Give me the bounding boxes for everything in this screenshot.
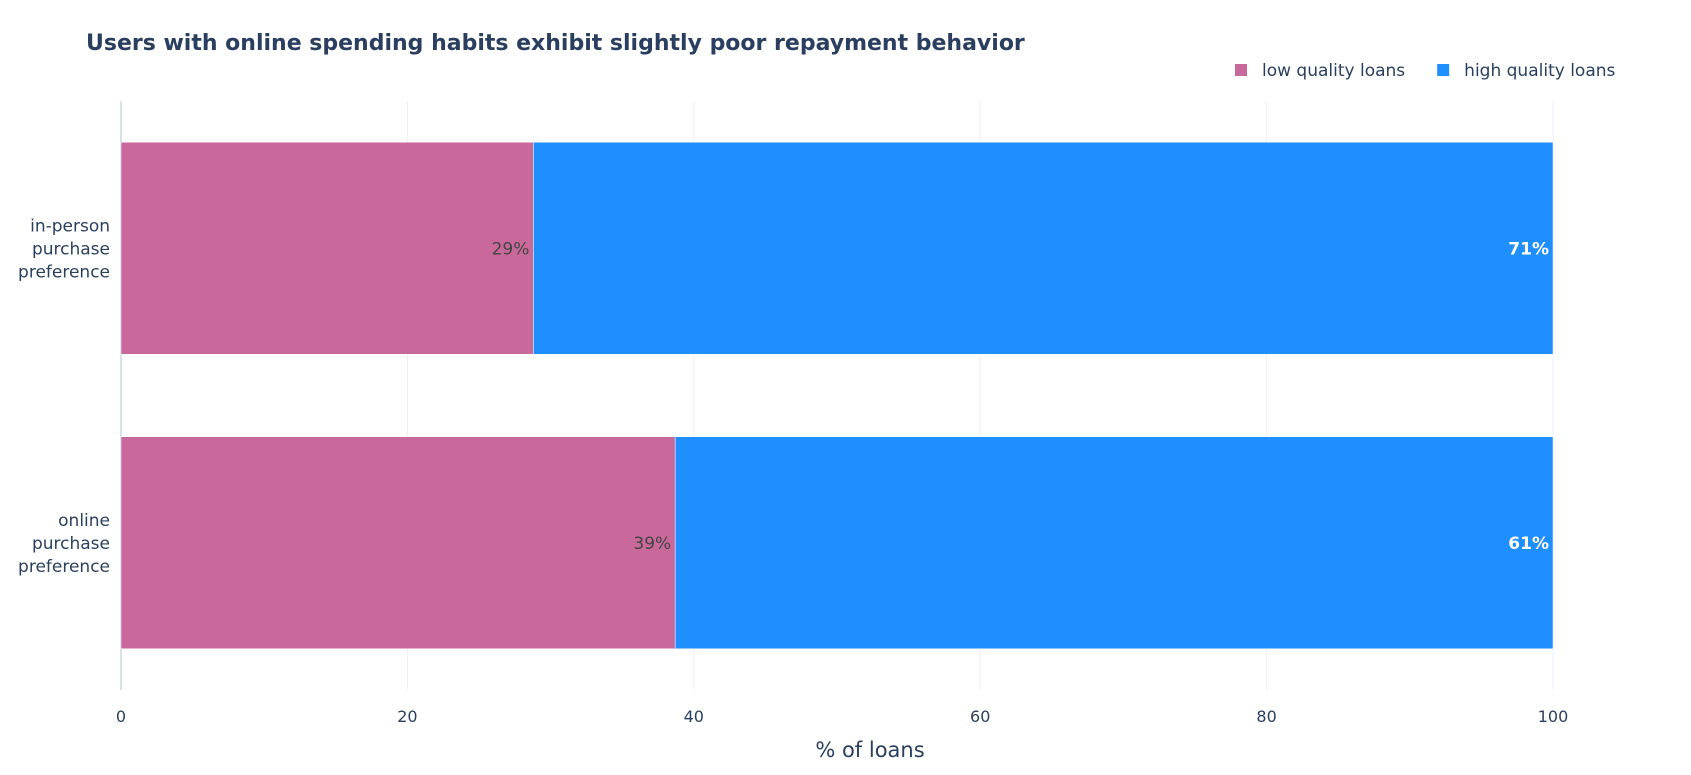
legend[interactable]: low quality loans high quality loans (1235, 61, 1616, 81)
legend-label: high quality loans (1464, 61, 1615, 81)
legend-swatch (1437, 64, 1450, 76)
x-tick-label: 60 (970, 707, 990, 726)
bars (120, 141, 1554, 650)
bar-low-quality[interactable] (120, 436, 676, 650)
x-tick-label: 80 (1256, 707, 1276, 726)
data-label: 29% (492, 239, 530, 259)
chart-title: Users with online spending habits exhibi… (86, 31, 1025, 56)
x-tick-label: 0 (116, 707, 126, 726)
y-axis-tick-labels: in-person purchase preference online purchas… (18, 216, 110, 577)
legend-label: low quality loans (1262, 61, 1405, 81)
y-tick-label: purchase (32, 534, 110, 554)
bar-high-quality[interactable] (533, 141, 1554, 355)
data-label: 61% (1508, 534, 1549, 554)
x-tick-label: 100 (1538, 707, 1569, 726)
x-axis-tick-labels: 0 20 40 60 80 100 (116, 707, 1568, 726)
y-tick-label: online (58, 511, 110, 531)
legend-swatch (1235, 64, 1247, 76)
data-label: 71% (1508, 239, 1549, 259)
bar-low-quality[interactable] (120, 141, 534, 355)
data-label: 39% (633, 534, 671, 554)
y-tick-label: preference (18, 557, 110, 577)
y-tick-label: preference (18, 262, 110, 282)
y-tick-label: in-person (30, 216, 110, 236)
bar-high-quality[interactable] (674, 436, 1554, 650)
y-tick-label: purchase (32, 239, 110, 259)
x-axis-title: % of loans (815, 738, 924, 762)
x-tick-label: 20 (397, 707, 417, 726)
x-tick-label: 40 (684, 707, 704, 726)
data-labels: 29% 71% 39% 61% (492, 239, 1549, 554)
